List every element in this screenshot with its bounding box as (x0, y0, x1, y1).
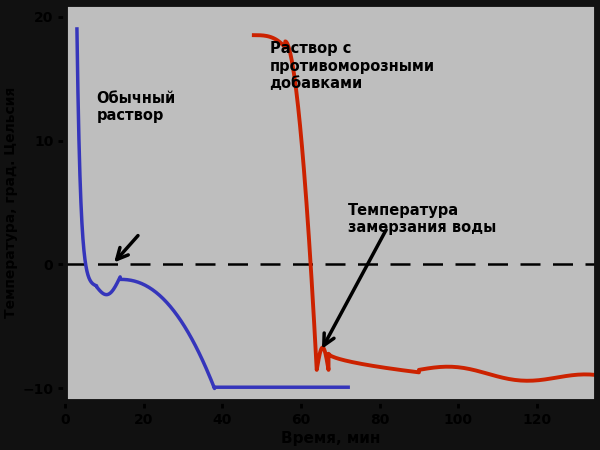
Y-axis label: Температура, град. Цельсия: Температура, град. Цельсия (4, 87, 18, 318)
Text: Раствор с
противоморозными
добавками: Раствор с противоморозными добавками (269, 41, 434, 91)
Text: Обычный
раствор: Обычный раствор (97, 91, 176, 123)
X-axis label: Время, мин: Время, мин (281, 431, 380, 446)
Text: Температура
замерзания воды: Температура замерзания воды (348, 202, 496, 235)
